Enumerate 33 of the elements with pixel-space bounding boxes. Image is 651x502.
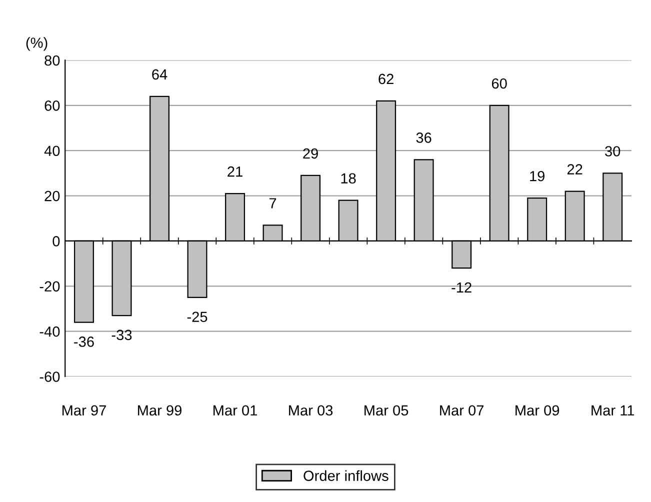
y-axis-title: (%) [26, 37, 48, 51]
x-tick-label: Mar 01 [214, 405, 257, 416]
data-label: 19 [530, 170, 544, 182]
x-tick-label: Mar 99 [138, 405, 182, 416]
data-label: -12 [452, 282, 472, 293]
y-tick-label: -60 [40, 372, 60, 382]
x-tick-label: Mar 97 [62, 405, 106, 416]
data-label: 18 [341, 173, 356, 184]
data-label: -25 [187, 312, 208, 322]
data-label: -33 [112, 330, 132, 340]
data-label: 21 [228, 166, 242, 177]
data-label: 30 [605, 146, 620, 156]
data-label: 64 [152, 69, 168, 80]
data-label: -36 [74, 336, 94, 347]
y-tick-label: 60 [44, 100, 60, 111]
x-tick-label: Mar 07 [440, 405, 484, 416]
data-label: 29 [303, 148, 318, 159]
x-tick-label: Mar 09 [516, 405, 560, 416]
y-tick-label: -20 [40, 281, 60, 292]
y-tick-label: 40 [44, 146, 60, 156]
data-label: 7 [269, 198, 276, 208]
data-label: 62 [378, 74, 394, 84]
x-tick-label: Mar 11 [592, 405, 634, 416]
x-tick-label: Mar 05 [364, 405, 408, 416]
y-tick-label: 80 [44, 55, 60, 66]
y-tick-label: 20 [44, 190, 60, 202]
y-tick-label: 0 [52, 236, 60, 246]
legend-label: Order inflows [304, 470, 388, 481]
data-label: 60 [492, 78, 507, 89]
data-label: 36 [416, 132, 432, 143]
x-tick-label: Mar 03 [289, 405, 333, 416]
y-tick-label: -40 [40, 326, 60, 337]
data-label: 22 [567, 164, 582, 174]
